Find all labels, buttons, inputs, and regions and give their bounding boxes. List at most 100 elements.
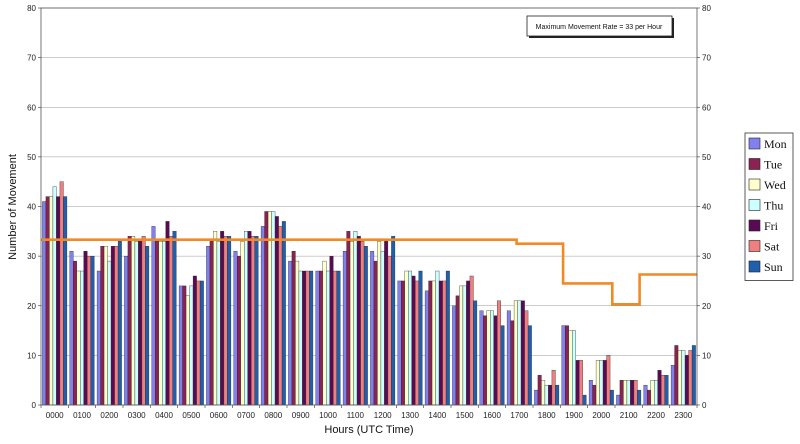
- y2-tick-label: 60: [702, 103, 711, 112]
- x-tick-label: 1700: [510, 411, 528, 420]
- x-axis-title: Hours (UTC Time): [324, 424, 413, 436]
- bar-wed-0500: [185, 295, 190, 406]
- bar-thu-1700: [517, 300, 522, 406]
- bar-tue-1100: [346, 231, 351, 406]
- bar-sun-0600: [227, 236, 232, 406]
- y2-tick-label: 40: [702, 203, 711, 212]
- bar-sun-1400: [445, 270, 450, 406]
- bar-sat-2100: [633, 380, 638, 406]
- x-tick-label: 2100: [620, 411, 638, 420]
- x-tick-label: 0600: [210, 411, 228, 420]
- bar-wed-0000: [49, 196, 54, 406]
- bar-wed-1800: [541, 380, 546, 406]
- x-tick-label: 0100: [73, 411, 91, 420]
- bar-fri-1300: [411, 275, 416, 406]
- x-tick-label: 1900: [565, 411, 583, 420]
- bar-fri-0500: [192, 275, 197, 406]
- bar-sun-2100: [637, 389, 642, 406]
- bar-fri-0600: [220, 231, 225, 406]
- bar-mon-0000: [42, 201, 47, 406]
- bar-sun-0900: [309, 270, 314, 406]
- bar-sat-0900: [305, 270, 310, 406]
- bar-fri-1400: [438, 280, 443, 406]
- bar-wed-0400: [158, 241, 163, 406]
- bar-tue-0200: [100, 246, 105, 406]
- bar-fri-0400: [165, 221, 170, 406]
- bar-sat-1300: [415, 280, 419, 406]
- bar-thu-2200: [654, 380, 658, 406]
- bar-sat-1500: [469, 275, 474, 406]
- legend-swatch-wed: [748, 178, 761, 191]
- y-tick-label: 10: [27, 351, 36, 360]
- x-tick-label: 0000: [46, 411, 64, 420]
- bar-sat-1200: [387, 255, 392, 406]
- bar-thu-1500: [462, 285, 467, 406]
- bar-wed-1400: [431, 280, 436, 406]
- bar-thu-1600: [490, 310, 494, 406]
- bar-thu-1800: [544, 384, 549, 406]
- bar-wed-1600: [486, 310, 491, 406]
- bar-tue-1400: [428, 280, 433, 406]
- bar-tue-0900: [291, 250, 296, 406]
- annotation-box: Maximum Movement Rate = 33 per Hour: [526, 15, 674, 38]
- bar-mon-1800: [534, 389, 539, 406]
- y2-tick-label: 10: [702, 351, 711, 360]
- bar-thu-0000: [52, 186, 57, 406]
- bar-wed-2200: [650, 380, 655, 406]
- legend-label-fri: Fri: [764, 219, 779, 233]
- x-tick-label: 1100: [347, 411, 365, 420]
- bar-sat-1400: [442, 280, 447, 406]
- grid-lines: [41, 7, 697, 356]
- bar-mon-2300: [670, 365, 675, 406]
- bar-wed-1500: [459, 285, 464, 406]
- bar-sun-0000: [63, 196, 68, 406]
- bar-sat-0300: [141, 236, 146, 406]
- bar-sun-2200: [664, 375, 669, 406]
- bar-tue-1700: [510, 320, 515, 406]
- bar-sun-2000: [609, 389, 614, 406]
- bar-sun-0100: [90, 255, 95, 406]
- bar-sun-0200: [117, 241, 122, 406]
- bar-wed-0300: [131, 236, 136, 406]
- bar-mon-2200: [643, 384, 648, 406]
- bar-mon-0300: [124, 255, 129, 406]
- x-tick-label: 0900: [292, 411, 310, 420]
- x-tick-label: 1000: [319, 411, 337, 420]
- bar-sun-1100: [363, 246, 368, 406]
- bar-wed-1200: [377, 241, 382, 406]
- bar-mon-0900: [288, 260, 293, 406]
- y2-tick-label: 70: [702, 54, 711, 63]
- bar-sun-1900: [582, 394, 587, 406]
- y-axis-title: Number of Movement: [7, 154, 19, 260]
- bar-fri-1900: [575, 360, 580, 406]
- x-tick-labels: 0000 0100 0200 0300 0400 0500 0600 0700 0800 0900…: [46, 411, 693, 420]
- x-tick-label: 1400: [428, 411, 446, 420]
- bar-fri-0100: [83, 250, 88, 406]
- bar-mon-0700: [233, 250, 238, 406]
- bar-sat-0700: [251, 236, 255, 406]
- bar-fri-1700: [520, 300, 525, 406]
- y-tick-label: 60: [27, 103, 36, 112]
- bar-sat-1100: [360, 241, 365, 406]
- bar-sun-1300: [418, 270, 423, 406]
- x-tick-label: 2300: [674, 411, 692, 420]
- legend-label-mon: Mon: [764, 137, 787, 151]
- bar-fri-1100: [356, 236, 361, 406]
- bar-sat-0200: [114, 246, 119, 406]
- x-tick-label: 0300: [128, 411, 146, 420]
- x-tick-label: 0200: [100, 411, 118, 420]
- x-tick-label: 1800: [538, 411, 556, 420]
- bar-fri-2300: [684, 355, 689, 406]
- axis-ticks: 0 0 10 10 20 20 30 30 40 40 50 50 60 60 70 70 80 80: [27, 4, 711, 410]
- bar-fri-1000: [329, 255, 334, 406]
- bar-wed-0900: [295, 260, 300, 406]
- bar-tue-0500: [182, 285, 187, 406]
- bar-wed-1900: [568, 330, 573, 406]
- bar-sun-2300: [691, 345, 696, 406]
- bar-mon-0100: [69, 250, 74, 406]
- bar-tue-0400: [155, 241, 159, 406]
- y-tick-label: 0: [32, 401, 37, 410]
- bar-wed-0700: [240, 241, 245, 406]
- bar-mon-0400: [151, 226, 156, 406]
